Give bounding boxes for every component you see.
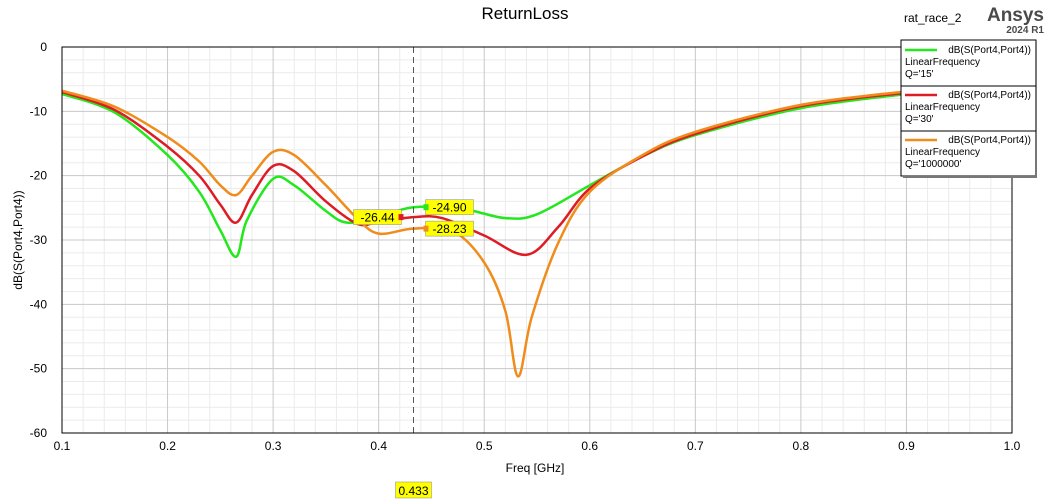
x-tick-label: 0.7	[687, 439, 704, 453]
legend-text: LinearFrequency	[905, 147, 980, 158]
x-tick-label: 0.2	[159, 439, 176, 453]
cursor-x-readout: 0.433	[395, 481, 432, 499]
y-tick-label: -20	[30, 169, 48, 183]
x-tick-label: 0.4	[370, 439, 387, 453]
y-axis-ticks: 0 -10 -20 -30 -40 -50 -60	[30, 40, 48, 440]
y-tick-label: 0	[40, 40, 47, 54]
y-tick-label: -60	[30, 426, 48, 440]
legend-text: Q='15'	[905, 69, 934, 80]
legend-text: LinearFrequency	[905, 102, 980, 113]
legend-text: dB(S(Port4,Port4))	[948, 135, 1031, 146]
x-tick-label: 0.1	[54, 439, 71, 453]
x-axis-ticks: 0.1 0.2 0.3 0.4 0.5 0.6 0.7 0.8 0.9 1.0	[54, 439, 1021, 453]
x-tick-label: 0.9	[898, 439, 915, 453]
marker-color-chip	[423, 204, 429, 211]
marker-value-label: -26.44	[360, 211, 394, 225]
y-tick-label: -10	[30, 104, 48, 118]
brand-version: 2024 R1	[1006, 25, 1044, 36]
x-tick-label: 0.3	[265, 439, 282, 453]
cursor-readout-text: 0.433	[398, 484, 428, 498]
brand-logo-text: Ansys	[987, 5, 1044, 26]
legend-text: dB(S(Port4,Port4))	[948, 45, 1031, 56]
x-axis-label: Freq [GHz]	[506, 461, 565, 475]
y-tick-label: -30	[30, 233, 48, 247]
legend-text: dB(S(Port4,Port4))	[948, 90, 1031, 101]
marker-value-label: -24.90	[432, 201, 466, 215]
legend[interactable]: dB(S(Port4,Port4))LinearFrequencyQ='15'd…	[900, 39, 1037, 178]
legend-text: LinearFrequency	[905, 57, 980, 68]
cursor-readout-background	[395, 481, 432, 499]
chart-title: ReturnLoss	[482, 4, 569, 23]
project-name: rat_race_2	[904, 11, 962, 25]
plot-frame	[61, 46, 1013, 434]
marker-color-chip	[398, 214, 404, 221]
marker-value-label: -28.23	[432, 222, 466, 236]
legend-entries: dB(S(Port4,Port4))LinearFrequencyQ='15'd…	[901, 45, 1036, 170]
marker-labels: -24.90 -26.44 -28.23	[353, 199, 474, 237]
legend-box	[900, 39, 1037, 177]
y-axis-label: dB(S(Port4,Port4))	[11, 190, 25, 289]
marker-color-chip	[423, 225, 429, 232]
x-tick-label: 1.0	[1004, 439, 1021, 453]
legend-text: Q='30'	[905, 114, 934, 125]
y-tick-label: -50	[30, 362, 48, 376]
legend-text: Q='1000000'	[905, 159, 961, 170]
x-tick-label: 0.6	[581, 439, 598, 453]
y-tick-label: -40	[30, 297, 48, 311]
x-tick-label: 0.8	[793, 439, 810, 453]
plot-area[interactable]: -24.90 -26.44 -28.23	[61, 46, 1013, 434]
x-tick-label: 0.5	[476, 439, 493, 453]
